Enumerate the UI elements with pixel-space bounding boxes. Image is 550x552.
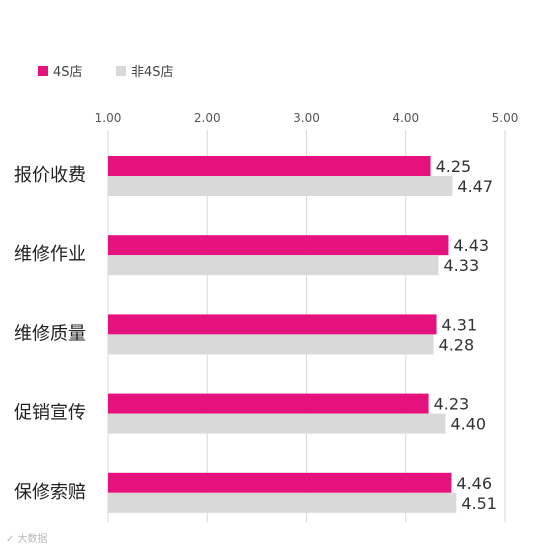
x-tick-label: 5.00 (492, 111, 519, 125)
category-label: 维修作业 (14, 244, 86, 265)
value-labels: 4.254.47 4.434.33 4.314.28 4.234.40 4.464.51 (434, 157, 497, 513)
x-tick-label: 1.00 (95, 111, 122, 125)
x-tick-label: 2.00 (194, 111, 221, 125)
value-label-4s: 4.46 (456, 474, 492, 493)
bar-non-4s (108, 334, 434, 355)
value-label-non-4s: 4.40 (450, 415, 486, 434)
category-label: 保修索赔 (14, 482, 86, 503)
x-tick-label: 3.00 (293, 111, 320, 125)
bar-non-4s (108, 492, 457, 513)
value-label-non-4s: 4.47 (457, 177, 493, 196)
value-label-4s: 4.31 (442, 315, 478, 334)
category-label: 促销宣传 (14, 403, 86, 424)
value-label-non-4s: 4.51 (461, 494, 497, 513)
legend: 4S店 非4S店 (38, 65, 174, 80)
value-label-4s: 4.23 (434, 395, 470, 414)
value-label-4s: 4.25 (436, 157, 472, 176)
bar-4s (108, 393, 429, 414)
bar-4s (108, 235, 449, 256)
category-label: 报价收费 (14, 165, 86, 186)
legend-swatch-non-4s (116, 66, 126, 76)
watermark-logo: ✓ 大数据 (6, 534, 48, 545)
x-tick-label: 4.00 (392, 111, 419, 125)
bar-4s (108, 314, 437, 335)
bar-non-4s (108, 413, 446, 434)
legend-swatch-4s (38, 66, 48, 76)
bar-non-4s (108, 176, 453, 196)
bar-non-4s (108, 255, 439, 276)
value-label-4s: 4.43 (453, 236, 489, 255)
legend-label-4s: 4S店 (53, 65, 83, 80)
legend-label-non-4s: 非4S店 (131, 65, 174, 80)
x-axis-ticks: 1.00 2.00 3.00 4.00 5.00 (95, 111, 519, 125)
value-label-non-4s: 4.33 (444, 256, 480, 275)
category-label: 维修质量 (14, 323, 86, 344)
bar-4s (108, 156, 431, 176)
bar-4s (108, 472, 452, 493)
value-label-non-4s: 4.28 (439, 335, 475, 354)
bars (108, 156, 457, 513)
